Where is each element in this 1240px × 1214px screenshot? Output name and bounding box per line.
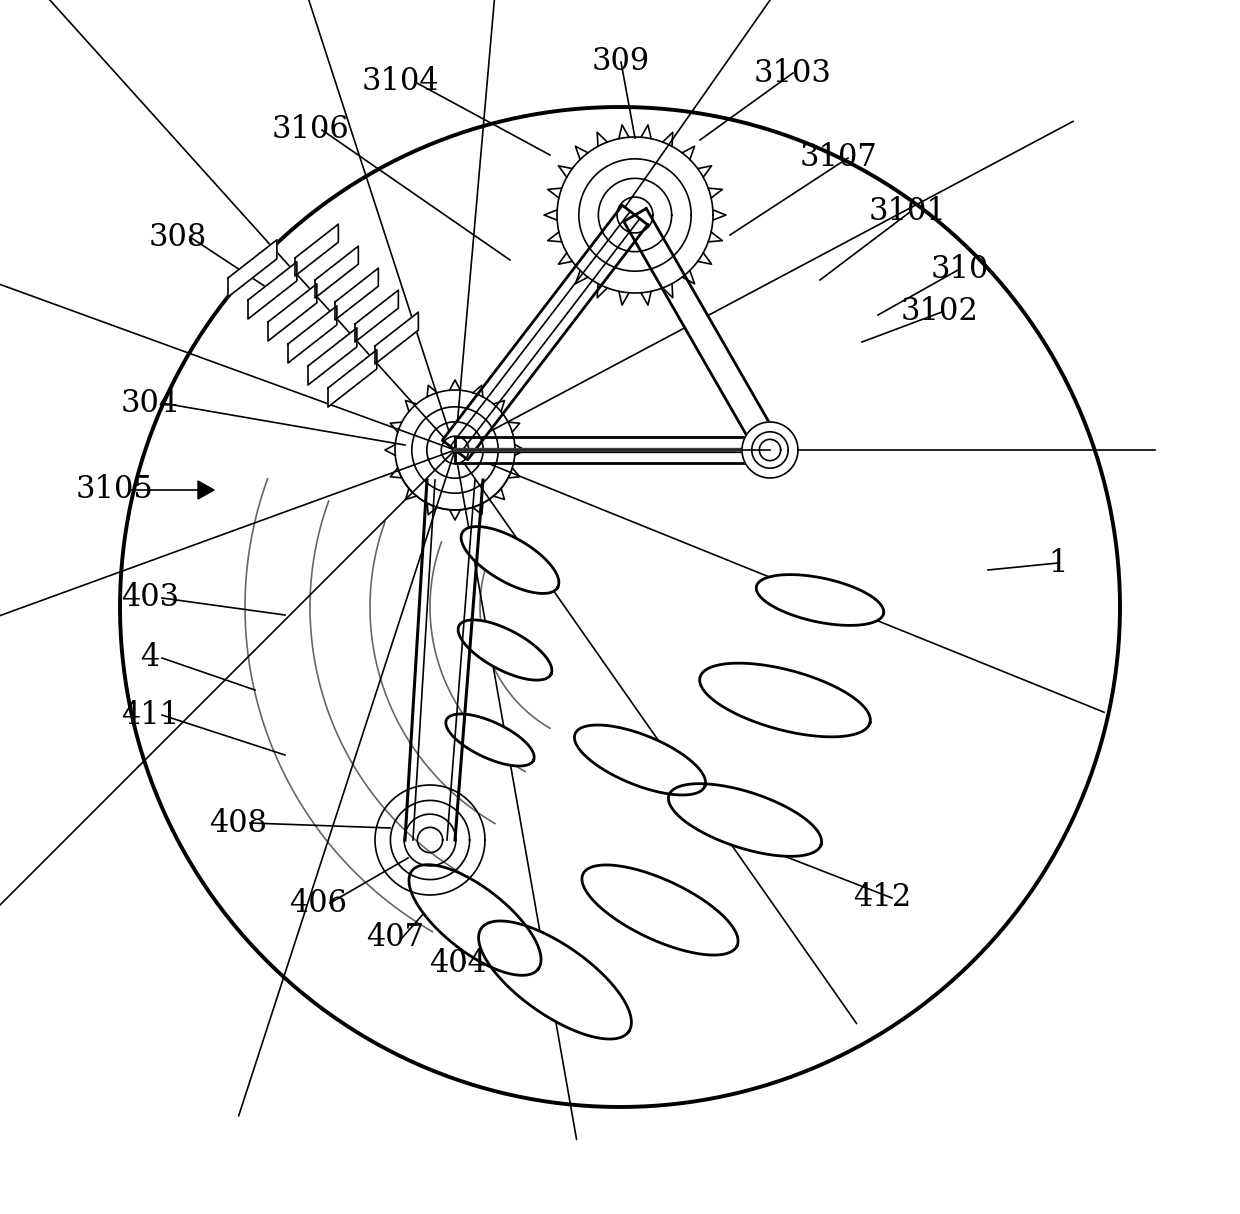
Text: 3104: 3104	[361, 67, 439, 97]
Polygon shape	[443, 205, 647, 460]
Polygon shape	[479, 921, 631, 1039]
Text: 412: 412	[853, 883, 911, 913]
Polygon shape	[751, 432, 789, 469]
Text: 3107: 3107	[799, 142, 877, 174]
Text: 3106: 3106	[272, 114, 348, 146]
Polygon shape	[355, 290, 398, 342]
Polygon shape	[329, 350, 377, 407]
Text: 3102: 3102	[901, 296, 978, 328]
Polygon shape	[288, 306, 337, 363]
Text: 308: 308	[149, 221, 207, 253]
Text: 407: 407	[366, 923, 424, 953]
Polygon shape	[458, 620, 552, 680]
Polygon shape	[446, 714, 534, 766]
Text: 403: 403	[122, 583, 179, 613]
Polygon shape	[461, 527, 559, 594]
Polygon shape	[759, 439, 781, 460]
Polygon shape	[315, 246, 358, 297]
Polygon shape	[268, 284, 317, 341]
Polygon shape	[574, 725, 706, 795]
Polygon shape	[668, 784, 822, 856]
Polygon shape	[582, 864, 738, 955]
Polygon shape	[742, 422, 799, 478]
Text: 3105: 3105	[76, 475, 154, 505]
Text: 404: 404	[429, 947, 487, 978]
Polygon shape	[699, 663, 870, 737]
Polygon shape	[756, 574, 884, 625]
Polygon shape	[198, 481, 215, 499]
Text: 309: 309	[591, 46, 650, 78]
Text: 411: 411	[120, 699, 179, 731]
Polygon shape	[409, 864, 541, 975]
Polygon shape	[624, 209, 781, 456]
Text: 3103: 3103	[754, 57, 832, 89]
Text: 3101: 3101	[869, 197, 947, 227]
Polygon shape	[228, 240, 277, 297]
Text: 1: 1	[1048, 548, 1068, 579]
Polygon shape	[335, 268, 378, 320]
Polygon shape	[455, 437, 770, 463]
Text: 310: 310	[931, 255, 990, 285]
Text: 304: 304	[122, 387, 179, 419]
Polygon shape	[374, 312, 418, 364]
Polygon shape	[308, 328, 357, 385]
Text: 4: 4	[140, 642, 160, 674]
Text: 406: 406	[289, 887, 347, 919]
Polygon shape	[295, 225, 339, 276]
Text: 408: 408	[210, 807, 267, 839]
Polygon shape	[248, 262, 296, 319]
